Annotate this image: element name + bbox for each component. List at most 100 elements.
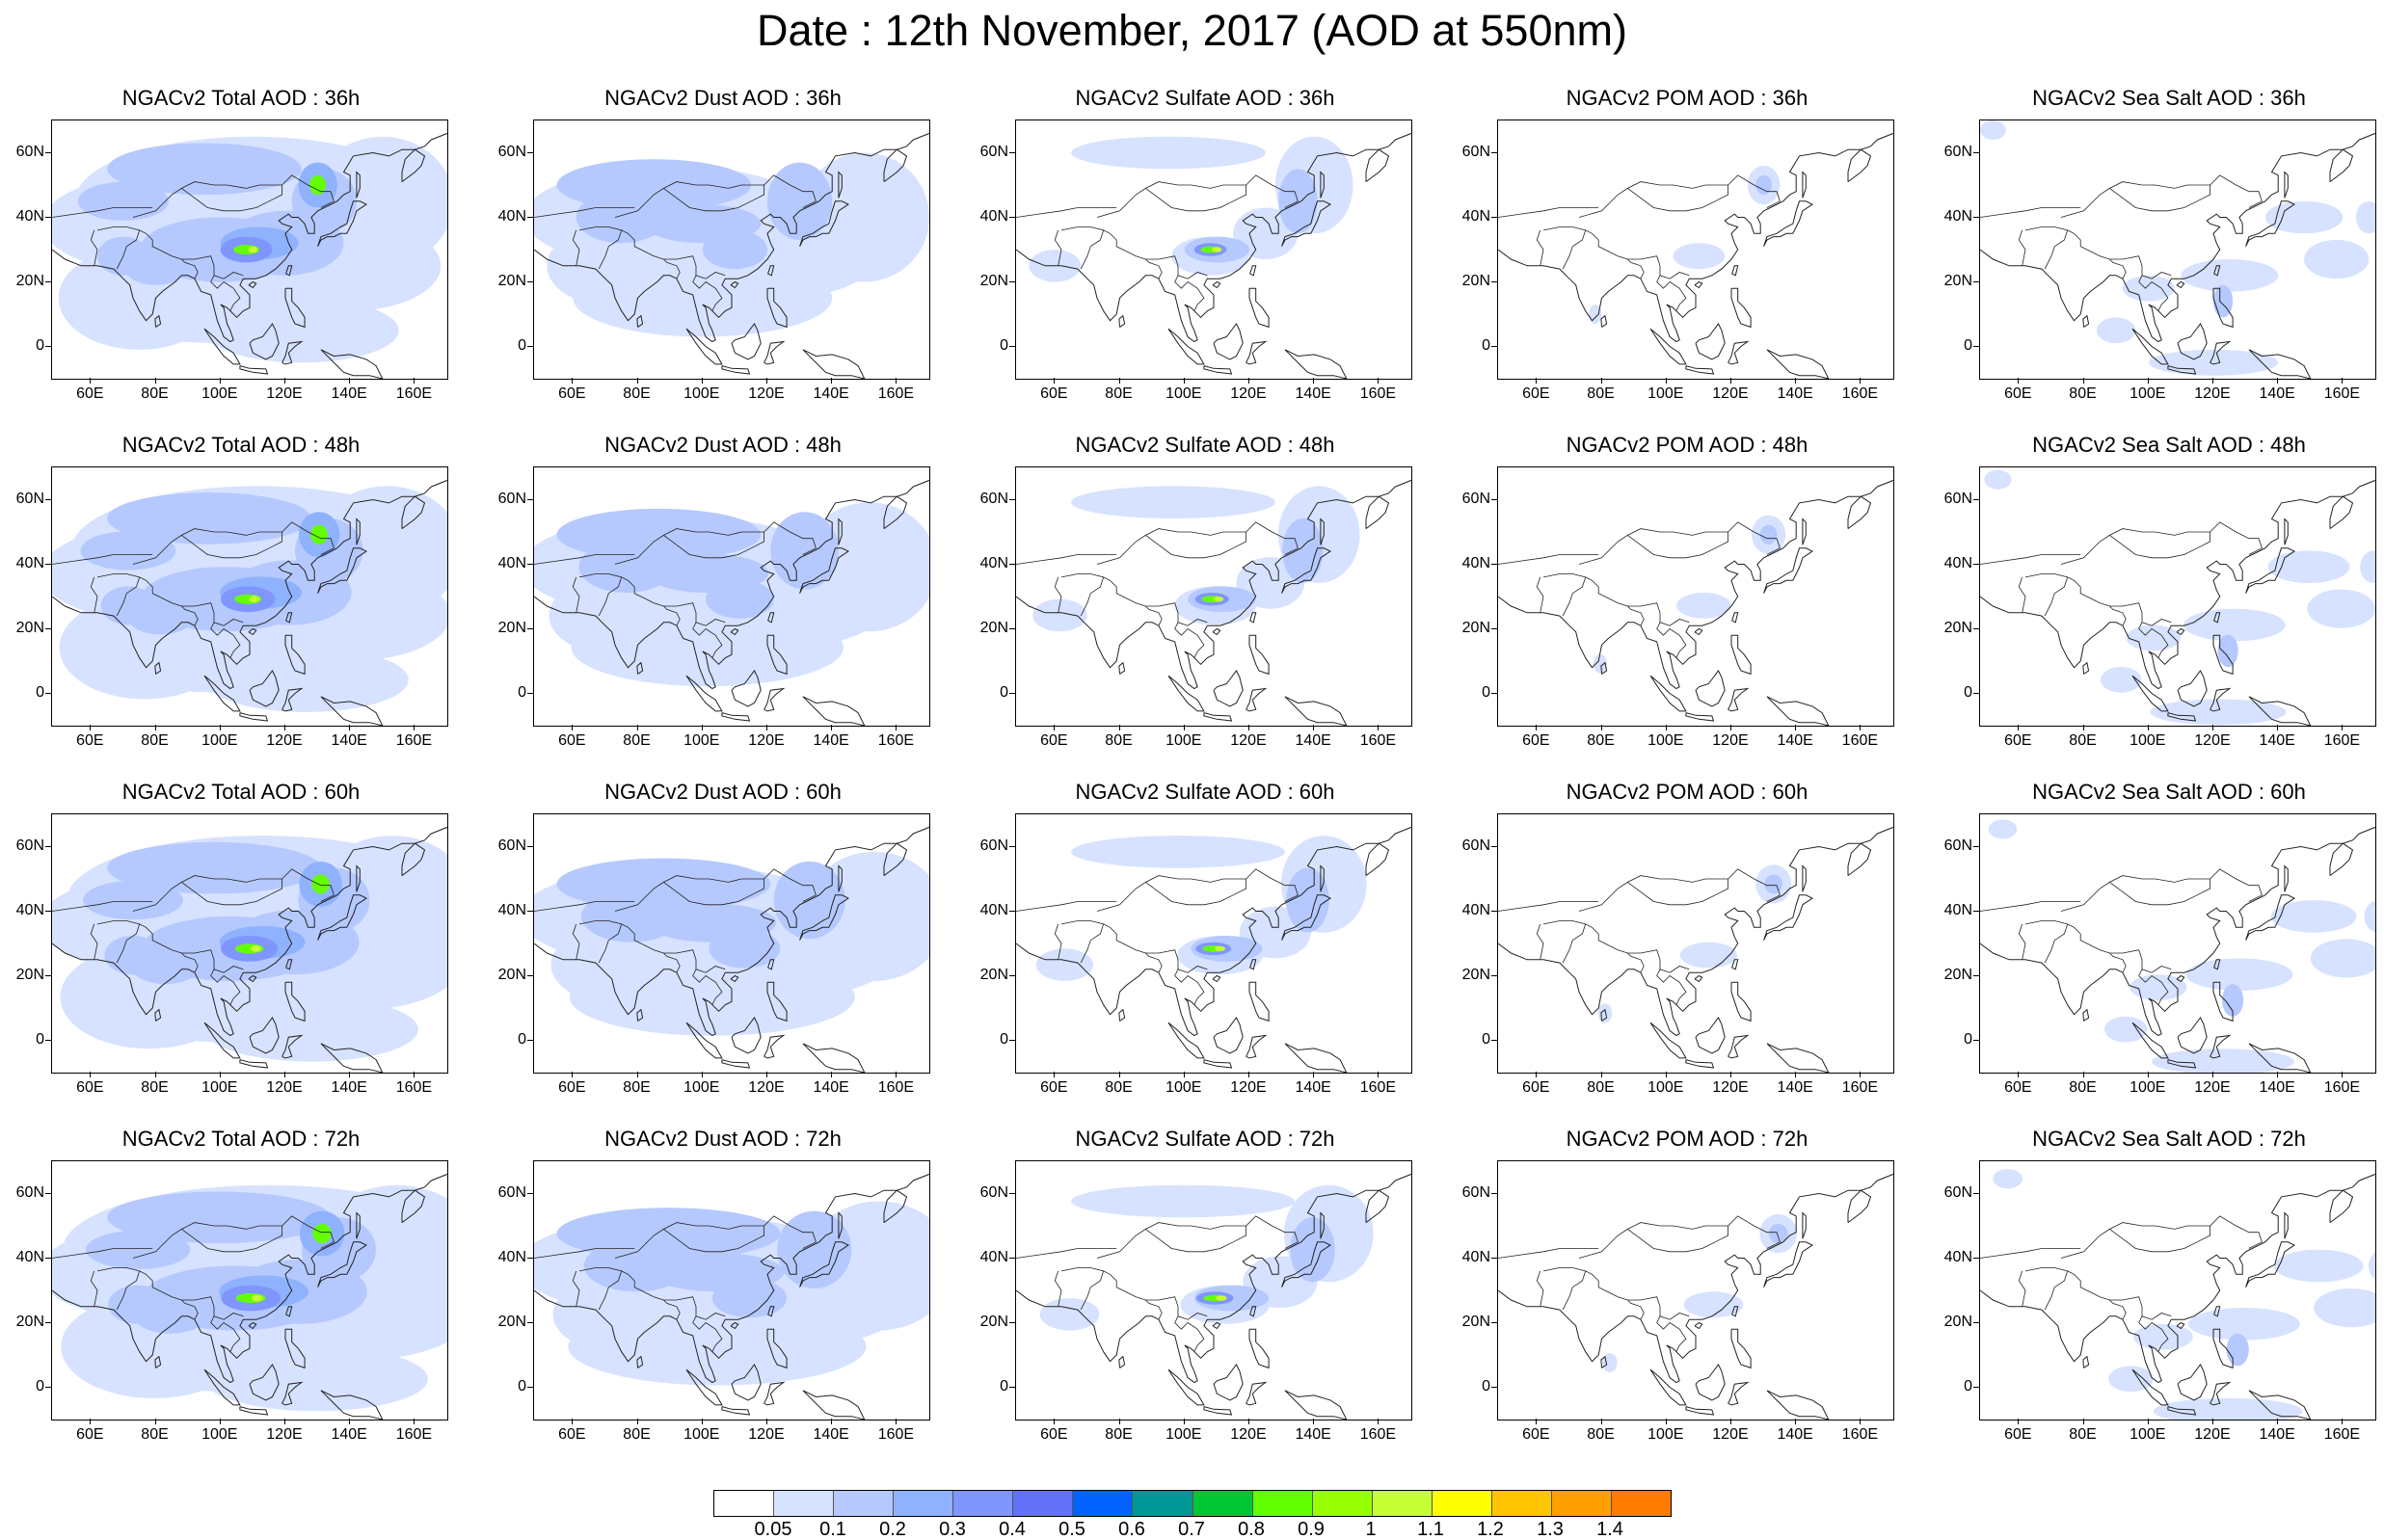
aod-field [1282,518,1324,583]
lon-tick-label: 160E [2323,732,2361,749]
aod-field [1993,1169,2023,1189]
aod-field [2360,550,2375,583]
country-border [181,879,282,906]
lon-tick [2082,1419,2084,1424]
lon-tick [1378,1419,1380,1424]
aod-field [2187,1308,2300,1341]
coastline [52,1173,447,1384]
map-panel-sulfate-72h: NGACv2 Sulfate AOD : 72h 60N 40N 20N 0 60E 80E… [964,1126,1446,1444]
lat-tick-label: 20N [15,619,44,636]
coastline [2245,894,2296,941]
lon-tick [2342,1072,2344,1077]
aod-field [1984,469,2012,490]
lat-tick [1491,627,1497,629]
country-border [692,275,723,311]
country-border [2060,521,2263,565]
aod-field [2304,239,2370,279]
coastline [883,148,908,183]
lon-tick [1118,378,1120,384]
colorbar-label: 0.9 [1298,1519,1325,1540]
coastline [1766,1043,1830,1073]
country-border [572,576,580,613]
country-border [116,1270,141,1311]
lon-tick [1729,378,1731,384]
lon-tick [1183,1419,1185,1424]
coastline [2177,323,2208,360]
country-border [1498,207,1599,218]
lat-tick [1973,910,1979,912]
lon-tick-label: 80E [1105,732,1133,749]
aod-map [1498,479,1893,726]
aod-field [2133,1323,2193,1350]
country-border [2138,275,2169,311]
aod-map [534,1173,929,1420]
lon-tick-label: 80E [2069,732,2097,749]
colorbar-label: 0.8 [1238,1519,1265,1540]
coastline [320,696,384,726]
coastline [1980,132,2375,343]
lon-tick-label: 140E [2259,385,2295,402]
lat-tick-label: 20N [1943,1313,1972,1330]
lon-tick-label: 140E [813,732,849,749]
lat-tick-label: 60N [1943,143,1972,160]
lon-tick-label: 160E [395,732,433,749]
coastline [1248,1328,1270,1369]
coastline [802,349,866,379]
country-border [210,622,241,658]
lat-tick-label: 60N [15,1183,44,1201]
aod-field [770,512,839,590]
lon-tick-label: 160E [1359,385,1397,402]
coastline [1649,1022,1687,1059]
country-border [1536,1270,1544,1307]
coastline [730,1321,739,1330]
coastline [320,349,384,379]
country-border [663,258,681,279]
lat-tick [1973,974,1979,976]
coastline [1167,328,1205,365]
lon-tick [219,1419,221,1424]
lon-tick [1795,1419,1797,1424]
aod-field [309,175,326,195]
coastline [1728,1381,1750,1406]
aod-field [549,576,672,654]
coastline [766,634,788,676]
lon-tick [1118,725,1120,730]
country-border [663,532,764,559]
country-border [1060,1267,1208,1320]
lat-tick-label: 40N [15,901,44,918]
lat-tick-label: 20N [1461,272,1490,289]
coastline [763,687,786,712]
lon-tick [1183,725,1185,730]
country-border [1656,969,1687,1005]
coastline [248,627,257,636]
map-panel-total-36h: NGACv2 Total AOD : 36h 60N 40N 20N 0 60E 80E 10… [0,85,482,403]
lon-tick-label: 60E [1040,385,1068,402]
coastline [2284,864,2289,892]
lon-tick-label: 100E [201,732,238,749]
lon-tick-label: 80E [623,732,651,749]
aod-field [1213,597,1224,602]
country-border [2018,576,2026,613]
lat-tick-label: 0 [36,683,44,701]
lat-tick [1009,692,1015,694]
map-panel-seasalt-48h: NGACv2 Sea Salt AOD : 48h 60N 40N 20N 0 60E 80… [1928,432,2384,750]
lon-tick [1118,1072,1120,1077]
lon-tick [831,725,833,730]
map-frame [1979,119,2376,380]
figure-title: Date : 12th November, 2017 (AOD at 550nm… [757,6,1627,55]
lon-tick [1378,725,1380,730]
coastline [1685,1059,1715,1069]
lat-tick-label: 40N [497,554,526,571]
aod-field [1071,136,1266,170]
coastline [1284,696,1348,726]
panel-title: NGACv2 Sea Salt AOD : 72h [2032,1127,2306,1151]
lat-tick [1491,498,1497,500]
lon-tick-label: 140E [1295,385,1331,402]
lat-tick-label: 20N [1461,966,1490,983]
coastline [1498,1173,1893,1384]
aod-field [1589,305,1602,324]
coastline [534,479,929,690]
coastline [1281,1241,1332,1288]
country-border [1174,622,1205,658]
lon-tick [636,725,638,730]
